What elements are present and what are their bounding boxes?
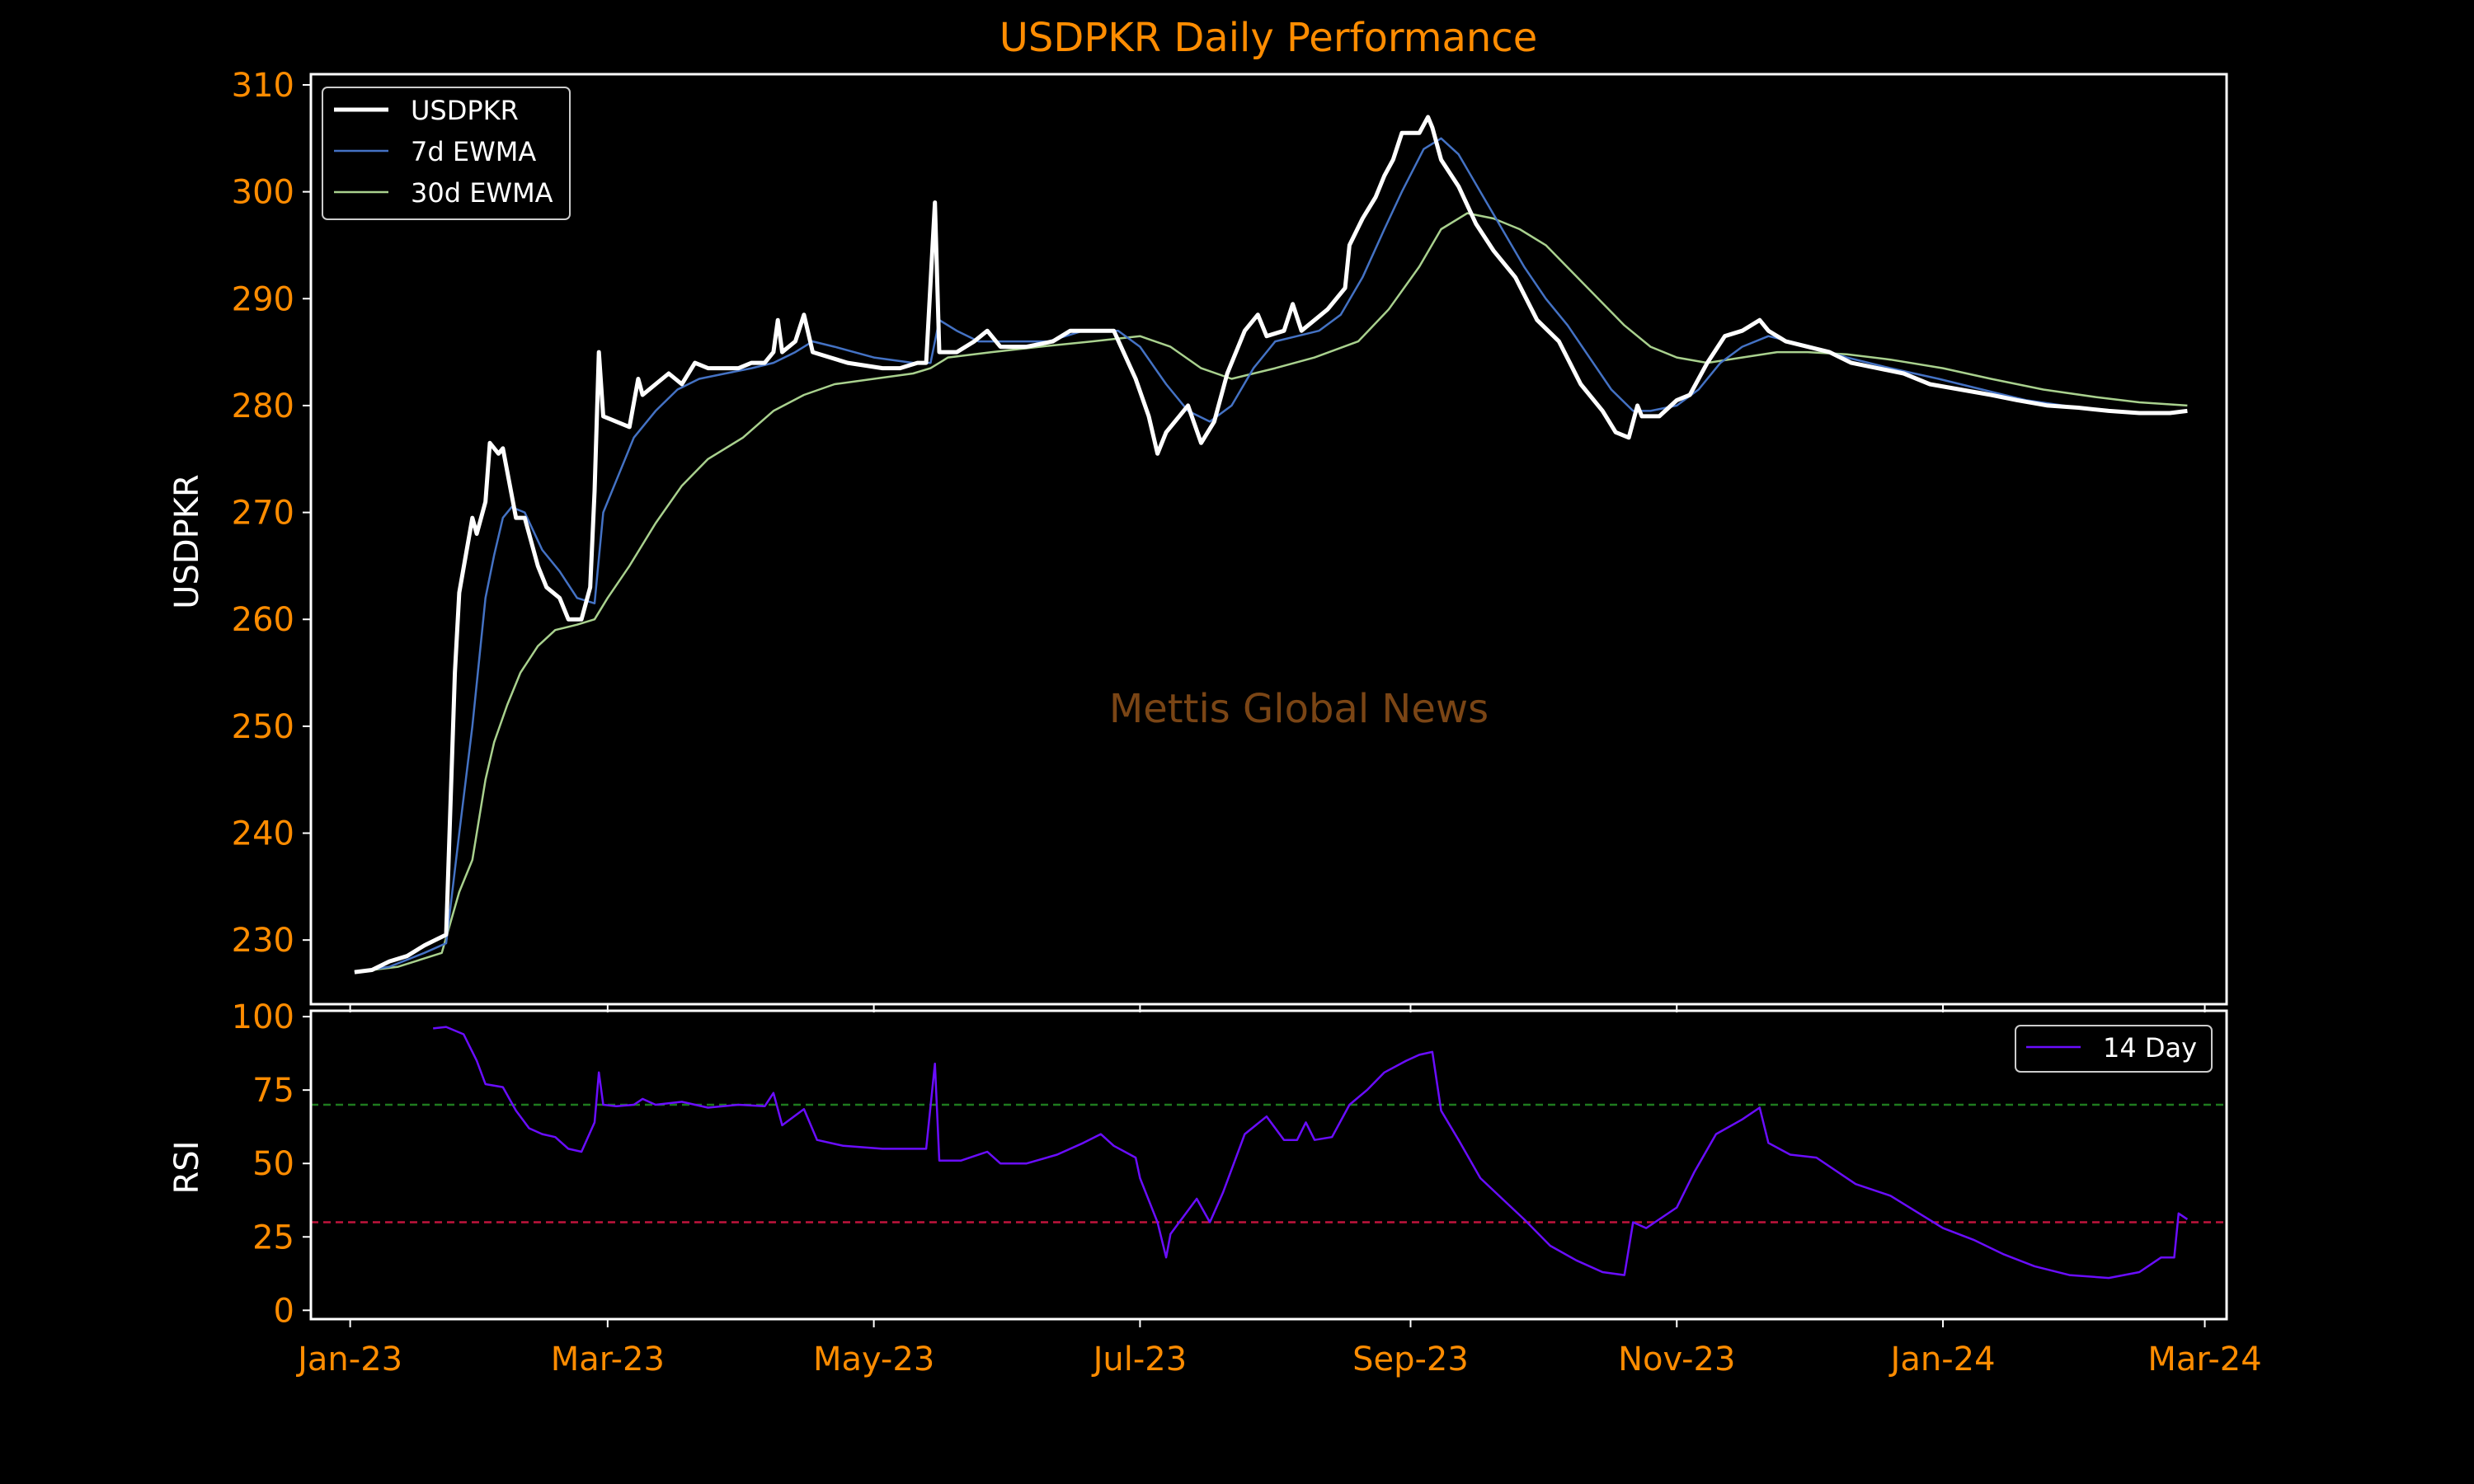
price-ytick-label: 260: [232, 601, 294, 639]
price-ytick-label: 290: [232, 280, 294, 318]
xtick-label: Jan-23: [295, 1341, 402, 1378]
rsi-ytick-label: 100: [232, 998, 294, 1036]
price-legend-box: [322, 87, 571, 220]
price-ytick-label: 250: [232, 708, 294, 746]
legend-label-7d-ewma: 7d EWMA: [411, 136, 536, 167]
xtick-label: Jul-23: [1091, 1341, 1188, 1378]
xtick-label: Jan-24: [1888, 1341, 1996, 1378]
price-ytick-label: 270: [232, 495, 294, 533]
price-panel: 230 240 250 260 270 280 290 300 310 USDPKR Metti…: [168, 67, 2228, 1006]
rsi-ytick-label: 50: [252, 1145, 294, 1183]
series-line-30d-ewma: [354, 212, 2188, 974]
rsi-legend: 14 Day: [2015, 1025, 2213, 1073]
price-ytick-label: 310: [232, 67, 294, 105]
series-line-14-day: [433, 1026, 2189, 1280]
series-line-usdpkr: [354, 115, 2188, 974]
chart-title: USDPKR Daily Performance: [999, 15, 1537, 61]
price-y-axis-label: USDPKR: [168, 474, 206, 609]
series-line-7d-ewma: [354, 137, 2188, 974]
price-ytick-label: 300: [232, 174, 294, 212]
rsi-plot-frame: [309, 1009, 2228, 1321]
xtick-label: May-23: [813, 1341, 934, 1378]
price-plot-frame: [309, 73, 2228, 1006]
legend-label-14-day: 14 Day: [2103, 1032, 2197, 1064]
price-ytick-label: 240: [232, 815, 294, 853]
xtick-label: Mar-24: [2147, 1341, 2261, 1378]
xtick-label: Nov-23: [1618, 1341, 1735, 1378]
watermark: Mettis Global News: [1109, 686, 1489, 732]
rsi-ytick-label: 75: [252, 1072, 294, 1110]
rsi-ytick-label: 25: [252, 1219, 294, 1256]
x-axis: Jan-23 Mar-23 May-23 Jul-23 Sep-23 Nov-23 Jan-…: [295, 1004, 2262, 1378]
xtick-label: Sep-23: [1352, 1341, 1469, 1378]
xtick-label: Mar-23: [551, 1341, 665, 1378]
price-ytick-label: 230: [232, 922, 294, 960]
rsi-panel: 0 25 50 75 100 RSI 14 Day: [168, 998, 2228, 1330]
legend-label-usdpkr: USDPKR: [411, 95, 519, 126]
rsi-legend-box: [2015, 1025, 2213, 1073]
rsi-ytick-label: 0: [274, 1292, 294, 1330]
price-ytick-label: 280: [232, 387, 294, 425]
legend-label-30d-ewma: 30d EWMA: [411, 177, 553, 209]
rsi-y-axis-label: RSI: [168, 1141, 206, 1195]
price-legend: USDPKR 7d EWMA 30d EWMA: [322, 87, 571, 220]
